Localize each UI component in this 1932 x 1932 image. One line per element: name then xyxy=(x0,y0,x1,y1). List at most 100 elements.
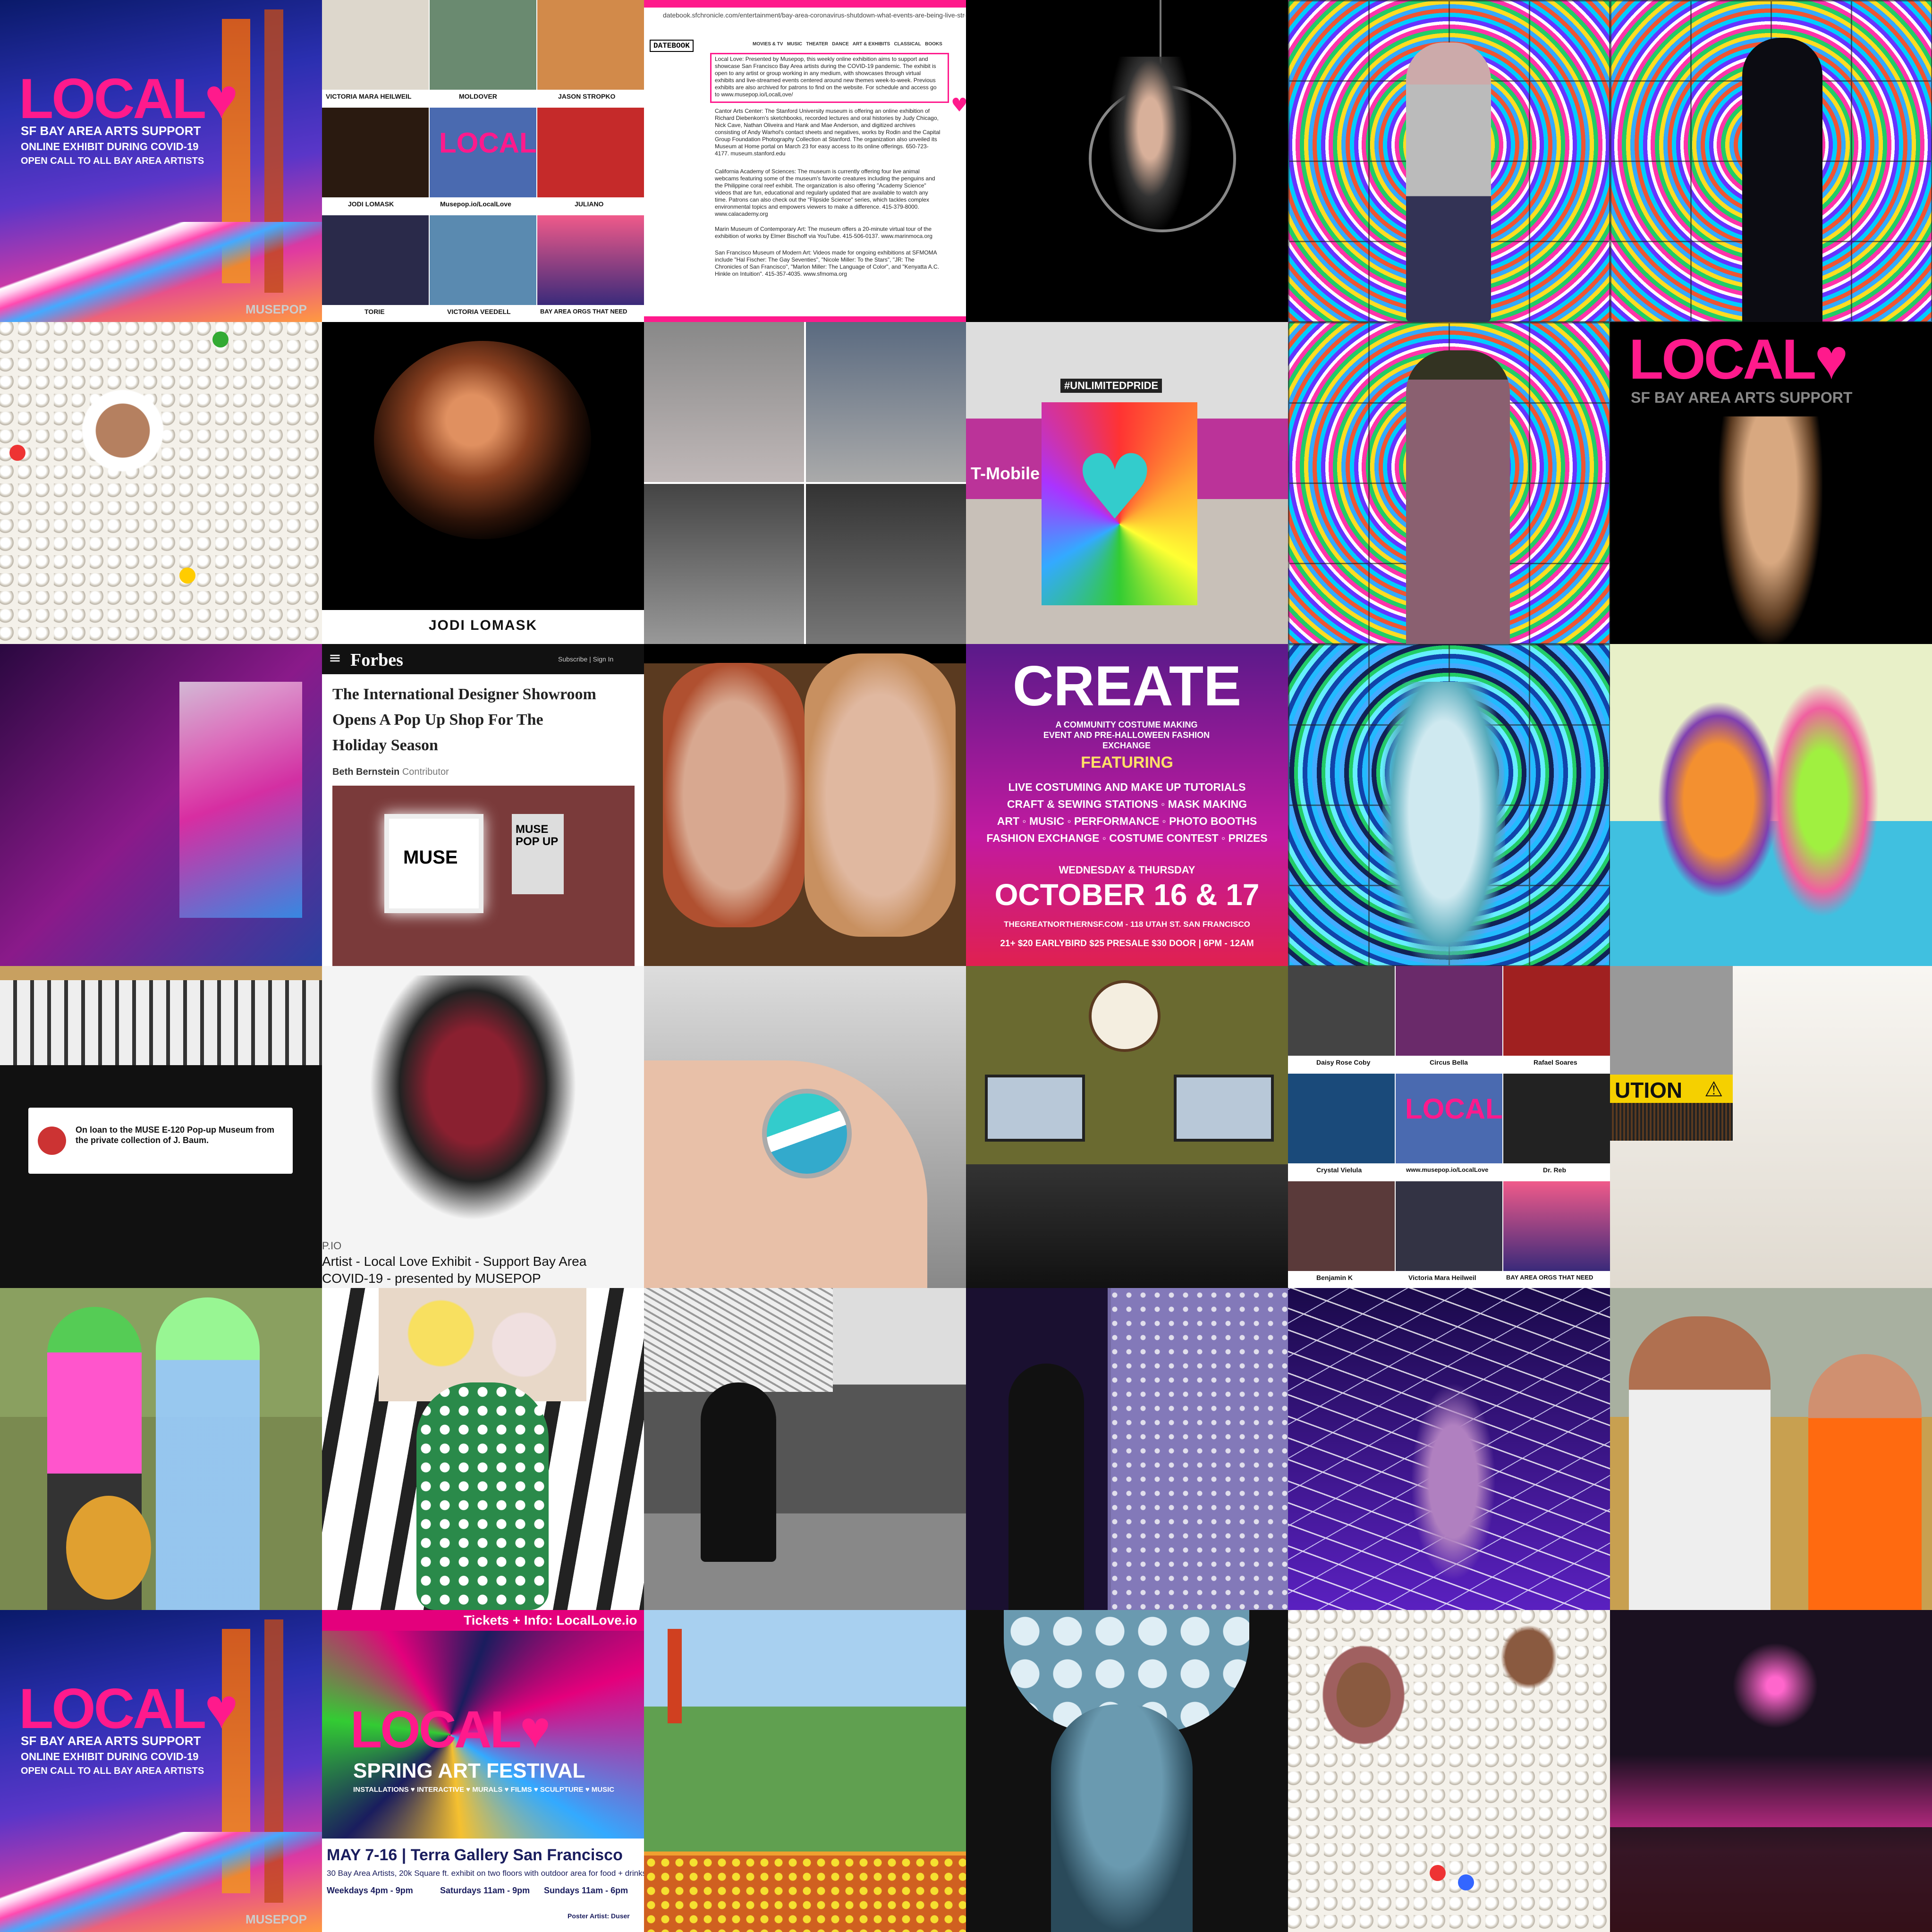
person xyxy=(76,383,170,478)
video-title-1[interactable]: Artist - Local Love Exhibit - Support Ba… xyxy=(322,1254,587,1269)
nav-item[interactable]: THEATER xyxy=(806,42,828,47)
tile-club-interior xyxy=(1610,1610,1932,1932)
tile-create-poster: CREATE A COMMUNITY COSTUME MAKING EVENT … xyxy=(966,644,1288,966)
grid-photo xyxy=(1503,1074,1610,1163)
machine-body xyxy=(1610,966,1733,1079)
light-trails xyxy=(0,222,322,322)
tile-caution-machine: UTION ⚠ xyxy=(1610,966,1932,1288)
brand-wordmark: LOCAL♥ xyxy=(1629,328,1848,391)
url-bar[interactable]: datebook.sfchronicle.com/entertainment/b… xyxy=(663,11,965,19)
account-links[interactable]: Subscribe | Sign In xyxy=(558,655,614,663)
tent-label: T-Mobile xyxy=(971,464,1040,483)
figure-right xyxy=(1766,682,1879,918)
ticket-info[interactable]: Tickets + Info: LocalLove.io xyxy=(464,1613,637,1627)
tile-laser-dancer xyxy=(1288,1288,1610,1610)
hours-saturday: Saturdays 11am - 9pm xyxy=(440,1886,530,1895)
label-6: JULIANO xyxy=(575,200,604,208)
golden-gate-bridge xyxy=(668,1629,682,1723)
figure xyxy=(1719,416,1822,644)
tile-vortex-performer xyxy=(1288,322,1610,644)
nav-item[interactable]: BOOKS xyxy=(925,42,942,47)
grid-local-logo-cell: LOCAL xyxy=(1396,1074,1503,1163)
vase xyxy=(416,1382,549,1610)
label-6: Dr. Reb xyxy=(1543,1166,1567,1174)
para-2: Cantor Arts Center: The Stanford Univers… xyxy=(715,108,941,157)
face-left xyxy=(663,663,805,927)
label-9: BAY AREA ORGS THAT NEED xyxy=(1506,1274,1593,1281)
grid-local-logo-cell: LOCAL xyxy=(430,108,537,197)
author-name[interactable]: Beth Bernstein xyxy=(332,767,400,777)
heart-icon: ♥ xyxy=(204,67,238,130)
line-2: OPEN CALL TO ALL BAY AREA ARTISTS xyxy=(21,156,204,166)
brush xyxy=(1610,1103,1733,1141)
video-title-2[interactable]: COVID-19 - presented by MUSEPOP xyxy=(322,1271,541,1286)
tile-pearl-ball-pit xyxy=(0,322,322,644)
mural xyxy=(1042,402,1197,605)
crowd xyxy=(1610,1827,1932,1932)
brand-wordmark: LOCAL♥ xyxy=(350,1701,551,1759)
projection-wall xyxy=(179,682,302,918)
performer xyxy=(1406,350,1510,644)
menu-icon[interactable]: ≡ xyxy=(329,649,341,667)
hours-weekdays: Weekdays 4pm - 9pm xyxy=(327,1886,413,1895)
tile-vortex-portrait xyxy=(1288,0,1610,322)
tile-datebook-article: datebook.sfchronicle.com/entertainment/b… xyxy=(644,0,966,322)
flowers xyxy=(644,1856,966,1932)
person-right xyxy=(1496,1619,1562,1695)
grid-photo xyxy=(1396,966,1502,1056)
grid-photo-bridge xyxy=(537,215,644,305)
site-label: P.IO xyxy=(322,1240,342,1252)
nav-item[interactable]: MOVIES & TV xyxy=(753,42,783,47)
booth-sign: #UNLIMITEDPRIDE xyxy=(1060,379,1162,393)
tile-vortex-dancer xyxy=(1288,644,1610,966)
nav-item[interactable]: CLASSICAL xyxy=(894,42,921,47)
label-4: JODI LOMASK xyxy=(348,200,394,208)
subtitle: SF BAY AREA ARTS SUPPORT xyxy=(1631,389,1853,406)
nav-item[interactable]: MUSIC xyxy=(787,42,803,47)
tile-aerial-hoop xyxy=(966,0,1288,322)
tile-pendant-hand xyxy=(644,966,966,1288)
photo-sitting xyxy=(644,484,804,644)
person-right xyxy=(156,1297,260,1610)
masthead[interactable]: Forbes xyxy=(350,650,403,670)
subtitle: SF BAY AREA ARTS SUPPORT xyxy=(21,124,201,138)
figures xyxy=(966,1164,1288,1288)
stamp-icon xyxy=(38,1127,66,1155)
door-sign xyxy=(512,814,564,894)
heart-icon: ♥ xyxy=(951,94,966,116)
center-brand: LOCAL xyxy=(439,127,537,159)
nav-item[interactable]: DANCE xyxy=(832,42,849,47)
dancer xyxy=(369,975,577,1221)
dancer xyxy=(1382,682,1505,966)
venue[interactable]: THEGREATNORTHERNSF.COM - 118 UTAH ST. SA… xyxy=(1004,920,1250,929)
bottom-accent-bar xyxy=(644,316,966,322)
photo-handbag xyxy=(644,322,804,482)
tile-sphere-sculpture: JODI LOMASK xyxy=(322,322,644,644)
author-line: Beth Bernstein Contributor xyxy=(332,767,449,778)
line-1: ONLINE EXHIBIT DURING COVID-19 xyxy=(21,141,199,153)
poster-credit: Poster Artist: Duser xyxy=(568,1912,630,1920)
caution-text: UTION xyxy=(1615,1078,1683,1102)
item-4: FASHION EXCHANGE ◦ COSTUME CONTEST ◦ PRI… xyxy=(986,832,1268,844)
para-3: California Academy of Sciences: The muse… xyxy=(715,168,935,217)
loan-label-card xyxy=(28,1108,293,1174)
tile-costume-party xyxy=(0,1288,322,1610)
nav-item[interactable]: ART & EXHIBITS xyxy=(852,42,890,47)
pricing: 21+ $20 EARLYBIRD $25 PRESALE $30 DOOR |… xyxy=(1000,939,1254,949)
item-1: LIVE COSTUMING AND MAKE UP TUTORIALS xyxy=(1008,781,1246,793)
grid-photo xyxy=(1503,966,1610,1056)
person xyxy=(1406,42,1491,322)
headline[interactable]: The International Designer Showroom Open… xyxy=(332,686,596,754)
tile-street-artist xyxy=(644,1288,966,1610)
masthead[interactable]: DATEBOOK xyxy=(650,40,694,52)
line-2: OPEN CALL TO ALL BAY AREA ARTISTS xyxy=(21,1766,204,1776)
grid-photo xyxy=(1288,966,1395,1056)
tile-pride-booth: #UNLIMITEDPRIDE T-Mobile ♥ xyxy=(966,322,1288,644)
tile-pearl-ball-pit-2 xyxy=(1288,1610,1610,1932)
tile-elephant-room xyxy=(966,966,1288,1288)
label-8: VICTORIA VEEDELL xyxy=(447,308,511,315)
featuring: FEATURING xyxy=(1081,754,1173,771)
grid-photo xyxy=(1288,1181,1395,1271)
stage-lights xyxy=(1704,1638,1846,1733)
